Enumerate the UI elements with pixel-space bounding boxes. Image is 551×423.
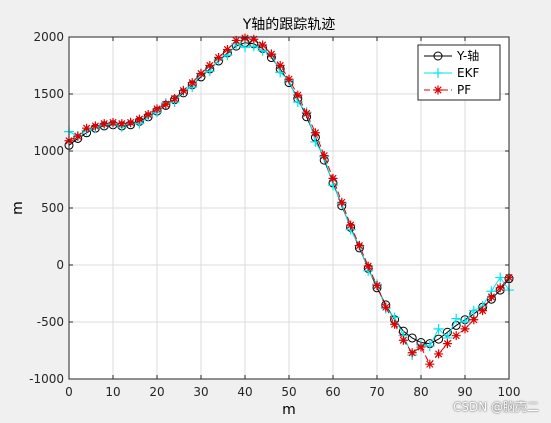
data-point xyxy=(434,349,444,359)
legend-item-3: PF xyxy=(424,83,471,97)
data-point xyxy=(495,283,505,293)
x-tick-label: 10 xyxy=(105,385,120,399)
data-point xyxy=(407,348,417,358)
y-tick-label: 1500 xyxy=(33,87,64,101)
x-axis-label: m xyxy=(282,402,296,418)
data-point xyxy=(90,121,100,131)
data-point xyxy=(346,220,356,230)
y-tick-label: -1000 xyxy=(29,372,64,386)
y-tick-label: 500 xyxy=(41,201,64,215)
data-point xyxy=(434,334,444,344)
x-tick-label: 70 xyxy=(369,385,384,399)
data-point xyxy=(451,313,462,324)
y-tick-label: 1000 xyxy=(33,144,64,158)
data-point xyxy=(478,306,488,316)
data-point xyxy=(293,90,303,100)
data-point xyxy=(486,292,496,302)
data-point xyxy=(495,272,506,283)
data-point xyxy=(416,342,426,352)
data-point xyxy=(275,61,285,70)
data-point xyxy=(469,315,479,325)
data-point xyxy=(258,40,268,50)
data-point xyxy=(187,78,197,88)
data-point xyxy=(231,35,241,45)
data-point xyxy=(442,339,452,349)
data-point xyxy=(381,302,391,312)
legend-label: EKF xyxy=(457,66,479,80)
data-point xyxy=(170,94,180,104)
data-point xyxy=(302,108,312,118)
data-point xyxy=(354,241,364,251)
x-tick-label: 30 xyxy=(193,385,208,399)
y-tick-label: 0 xyxy=(56,258,64,272)
data-point xyxy=(451,331,461,341)
x-tick-label: 90 xyxy=(457,385,472,399)
data-point xyxy=(126,118,136,127)
data-point xyxy=(196,68,206,78)
data-point xyxy=(337,197,347,207)
x-tick-label: 80 xyxy=(413,385,428,399)
x-tick-label: 20 xyxy=(149,385,164,399)
data-point xyxy=(82,123,92,133)
data-point xyxy=(468,305,479,316)
legend-marker xyxy=(433,51,443,61)
data-point xyxy=(398,335,408,345)
x-tick-label: 100 xyxy=(498,385,521,399)
data-point xyxy=(249,34,259,44)
data-point xyxy=(310,128,320,138)
data-point xyxy=(178,86,188,96)
legend: Y-轴 EKF PF xyxy=(417,44,501,101)
legend-marker xyxy=(433,68,443,78)
data-point xyxy=(152,104,162,114)
x-tick-label: 60 xyxy=(325,385,340,399)
ticks: 0 10 20 30 40 50 60 70 80 90 100 -1000 -500 0 500 1000 1… xyxy=(29,30,520,399)
watermark: CSDN @脑壳二 xyxy=(452,400,539,414)
x-tick-label: 0 xyxy=(65,385,73,399)
data-point xyxy=(143,110,153,120)
legend-marker xyxy=(433,85,443,95)
data-point xyxy=(284,74,294,84)
data-point xyxy=(407,333,417,343)
legend-label: Y-轴 xyxy=(456,48,479,63)
data-point xyxy=(161,99,171,109)
y-tick-label: 2000 xyxy=(33,30,64,44)
chart-title: Y轴的跟踪轨迹 xyxy=(242,17,336,33)
data-point xyxy=(266,49,276,59)
data-point xyxy=(108,118,118,127)
data-point xyxy=(240,42,250,53)
y-tick-label: -500 xyxy=(37,315,64,329)
legend-item-1: Y-轴 xyxy=(424,48,479,63)
data-point xyxy=(425,359,435,369)
x-tick-label: 40 xyxy=(237,385,252,399)
data-point xyxy=(73,131,83,141)
y-axis-label: m xyxy=(10,201,26,215)
data-point xyxy=(460,324,470,334)
data-point xyxy=(205,61,215,70)
data-point xyxy=(328,173,338,183)
data-point xyxy=(214,53,224,63)
data-point xyxy=(222,45,232,55)
data-point xyxy=(390,319,400,329)
x-tick-label: 50 xyxy=(281,385,296,399)
data-point xyxy=(134,114,144,124)
legend-label: PF xyxy=(457,83,471,97)
data-point xyxy=(319,151,329,161)
data-point xyxy=(99,119,109,129)
data-point xyxy=(372,281,382,291)
data-point xyxy=(117,119,127,129)
data-point xyxy=(424,340,435,351)
data-point xyxy=(433,323,444,334)
data-point xyxy=(363,261,373,271)
legend-item-2: EKF xyxy=(424,66,479,80)
